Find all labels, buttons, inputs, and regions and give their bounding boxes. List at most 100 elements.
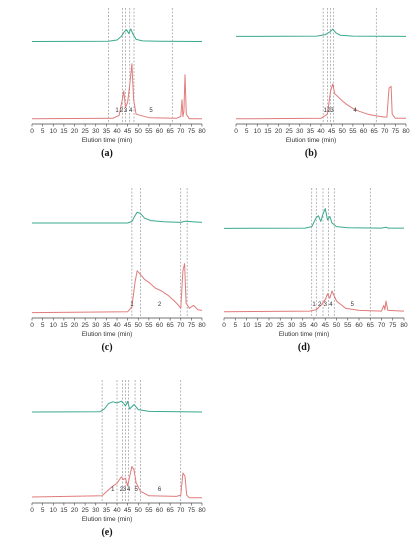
x-tick-label: 60: [360, 128, 368, 135]
top-trace-line: [32, 211, 203, 224]
x-tick-label: 50: [135, 507, 143, 514]
x-tick-label: 45: [124, 322, 132, 329]
x-tick-label: 60: [156, 507, 164, 514]
x-tick-label: 70: [177, 507, 185, 514]
x-tick-label: 75: [188, 507, 196, 514]
fraction-label: 1: [312, 302, 316, 308]
top-trace-line: [223, 208, 404, 229]
x-tick-label: 80: [198, 507, 206, 514]
x-tick-label: 35: [103, 128, 111, 135]
x-tick-label: 30: [92, 507, 100, 514]
x-tick-label: 80: [400, 322, 408, 329]
x-axis-title: Elution time (min): [82, 331, 133, 338]
x-tick-label: 55: [344, 322, 352, 329]
x-axis-title: Elution time (min): [82, 516, 133, 523]
fraction-label: 3: [124, 108, 128, 114]
fraction-label: 2: [318, 302, 322, 308]
x-tick-label: 10: [243, 322, 251, 329]
x-tick-label: 30: [288, 322, 296, 329]
x-tick-label: 25: [82, 322, 90, 329]
x-tick-label: 25: [277, 322, 285, 329]
x-tick-label: 65: [167, 322, 175, 329]
x-tick-label: 0: [30, 128, 34, 135]
x-tick-label: 35: [103, 507, 111, 514]
chart-panel-a: 1 2 3 4 50 5 10 15 20 25 30 35 40 45 50 55 60 65 70 75 80Elu…: [30, 8, 206, 159]
x-tick-label: 70: [177, 128, 185, 135]
x-tick-label: 5: [245, 128, 249, 135]
x-tick-label: 35: [103, 322, 111, 329]
fraction-label: 3: [324, 302, 328, 308]
fraction-label: 4: [129, 108, 133, 114]
fraction-label: 2: [327, 108, 331, 114]
x-tick-label: 20: [275, 128, 283, 135]
fraction-label: 3: [123, 487, 127, 493]
bottom-trace-line: [31, 263, 203, 314]
chart-panel-b: 1 2 3 40 5 10 15 20 25 30 35 40 45 50 55 60 65 70 75 80Elut…: [234, 8, 410, 159]
x-tick-label: 0: [30, 322, 34, 329]
x-tick-label: 10: [50, 128, 58, 135]
x-tick-label: 5: [233, 322, 237, 329]
bottom-trace-line: [235, 83, 406, 120]
panel-label: (c): [101, 342, 112, 353]
x-tick-label: 20: [71, 128, 79, 135]
x-tick-label: 30: [92, 128, 100, 135]
top-trace-line: [31, 28, 203, 42]
x-tick-label: 45: [124, 128, 132, 135]
panel-label: (b): [305, 148, 317, 159]
x-tick-label: 15: [254, 322, 262, 329]
x-tick-label: 50: [333, 322, 341, 329]
fraction-label: 5: [351, 302, 355, 308]
x-tick-label: 15: [60, 322, 68, 329]
top-trace-line: [31, 400, 203, 413]
top-trace-line: [235, 28, 407, 37]
chart-panel-d: 1 2 3 4 50 5 10 15 20 25 30 35 40 45 50 55 60 65 70 75 80Elu…: [222, 188, 408, 353]
x-tick-label: 40: [113, 322, 121, 329]
fraction-label: 6: [158, 487, 162, 493]
x-tick-label: 25: [82, 507, 90, 514]
x-tick-label: 15: [60, 507, 68, 514]
x-tick-label: 40: [113, 128, 121, 135]
fraction-label: 1: [111, 487, 115, 493]
x-tick-label: 60: [355, 322, 363, 329]
chart-panel-e: 1 2 3 4 5 60 5 10 15 20 25 30 35 40 45 50 55 60 65 70 75 80El…: [30, 380, 206, 538]
x-tick-label: 65: [367, 322, 375, 329]
x-tick-label: 35: [307, 128, 315, 135]
x-tick-label: 55: [349, 128, 357, 135]
fraction-label: 1: [130, 302, 134, 308]
fraction-label: 4: [127, 487, 131, 493]
fraction-label: 1: [324, 108, 328, 114]
x-tick-label: 70: [177, 322, 185, 329]
x-tick-label: 20: [71, 322, 79, 329]
x-tick-label: 55: [145, 128, 153, 135]
x-tick-label: 5: [41, 128, 45, 135]
x-tick-label: 40: [310, 322, 318, 329]
x-axis-title: Elution time (min): [82, 137, 133, 144]
fraction-label: 5: [149, 108, 153, 114]
x-axis-title: Elution time (min): [279, 331, 330, 338]
x-tick-label: 10: [50, 507, 58, 514]
fraction-label: 5: [134, 487, 138, 493]
x-tick-label: 80: [198, 322, 206, 329]
fraction-label: 2: [120, 487, 124, 493]
fraction-label: 2: [158, 302, 162, 308]
panel-label: (a): [101, 148, 113, 159]
x-tick-label: 10: [50, 322, 58, 329]
panel-label: (d): [298, 342, 310, 353]
x-tick-label: 65: [167, 507, 175, 514]
x-tick-label: 60: [156, 322, 164, 329]
x-tick-label: 25: [286, 128, 294, 135]
x-tick-label: 55: [145, 507, 153, 514]
x-tick-label: 55: [145, 322, 153, 329]
x-tick-label: 75: [389, 322, 397, 329]
fraction-label: 4: [353, 108, 357, 114]
x-tick-label: 0: [222, 322, 226, 329]
bottom-trace-line: [31, 466, 202, 499]
x-tick-label: 80: [198, 128, 206, 135]
x-tick-label: 70: [378, 322, 386, 329]
x-tick-label: 65: [167, 128, 175, 135]
x-tick-label: 50: [135, 128, 143, 135]
x-tick-label: 75: [392, 128, 400, 135]
x-tick-label: 40: [317, 128, 325, 135]
x-tick-label: 80: [402, 128, 410, 135]
x-tick-label: 15: [60, 128, 68, 135]
